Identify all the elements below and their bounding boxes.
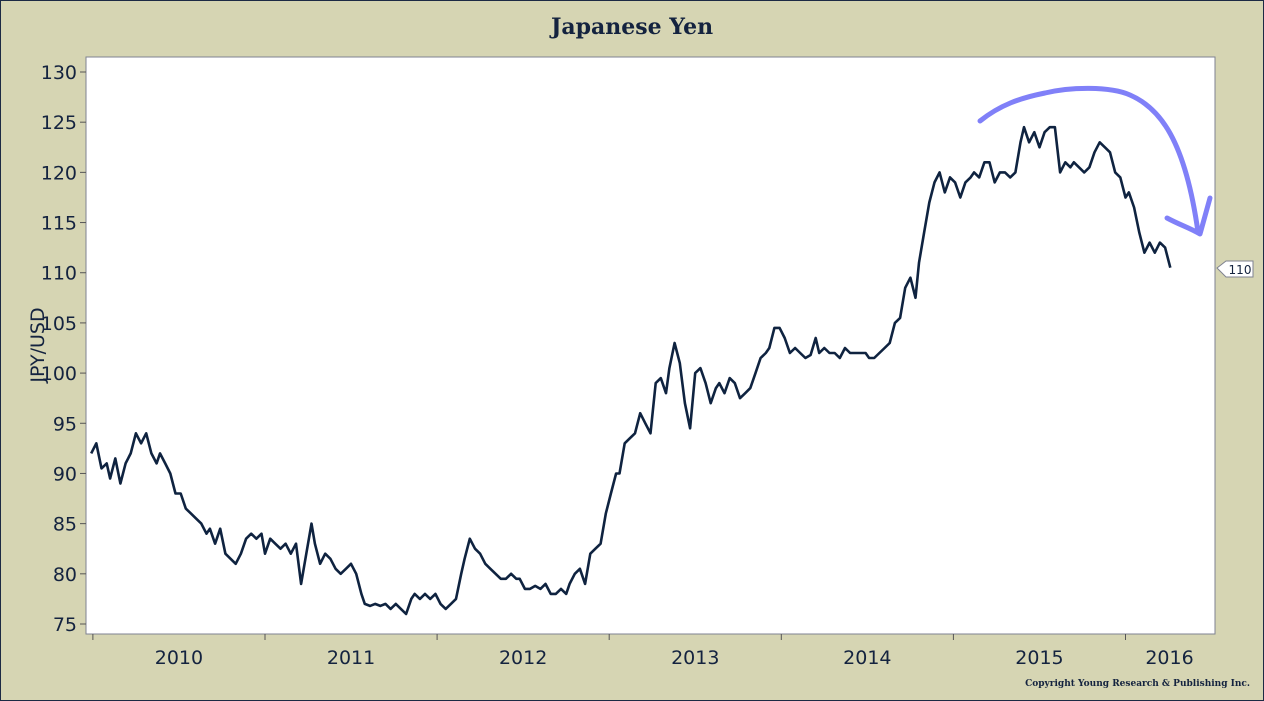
x-tick-label: 2011	[327, 647, 375, 669]
y-tick-label: 85	[53, 514, 77, 536]
plot-area	[85, 56, 1216, 635]
annotation-arc	[977, 85, 1201, 235]
y-tick-label: 100	[41, 363, 77, 385]
last-value-tag-box	[1216, 260, 1254, 278]
y-tick-label: 95	[53, 413, 77, 435]
y-axis: 75 80 85 90 95 100 105 110 115 120 125 130	[41, 62, 86, 636]
y-tick-label: 125	[41, 112, 77, 134]
y-tick-label: 75	[53, 614, 77, 636]
x-tick-label: 2016	[1145, 647, 1193, 669]
series-line-jpy-usd	[90, 125, 1172, 616]
x-tick-label: 2014	[843, 647, 891, 669]
x-tick-label: 2013	[671, 647, 719, 669]
y-tick-label: 80	[53, 564, 77, 586]
x-axis: 2010 2011 2012 2013 2014 2015 2016	[92, 634, 1194, 669]
annotation-arrowhead	[1164, 195, 1213, 237]
x-tick-label: 2010	[155, 647, 203, 669]
y-tick-label: 130	[41, 62, 77, 84]
chart-title: Japanese Yen	[549, 14, 713, 40]
y-tick-label: 115	[41, 213, 77, 235]
last-value-label: 110	[1229, 263, 1252, 277]
x-tick-label: 2012	[499, 647, 547, 669]
y-tick-label: 105	[41, 313, 77, 335]
y-tick-label: 110	[41, 263, 77, 285]
y-tick-label: 120	[41, 162, 77, 184]
y-tick-label: 90	[53, 463, 77, 485]
x-tick-label: 2015	[1015, 647, 1063, 669]
y-axis-label: JPY/USD	[27, 307, 49, 383]
copyright-text: Copyright Young Research & Publishing In…	[1025, 679, 1250, 689]
hand-drawn-arrow-annotation	[977, 85, 1213, 237]
last-value-tag: 110	[1216, 260, 1254, 278]
